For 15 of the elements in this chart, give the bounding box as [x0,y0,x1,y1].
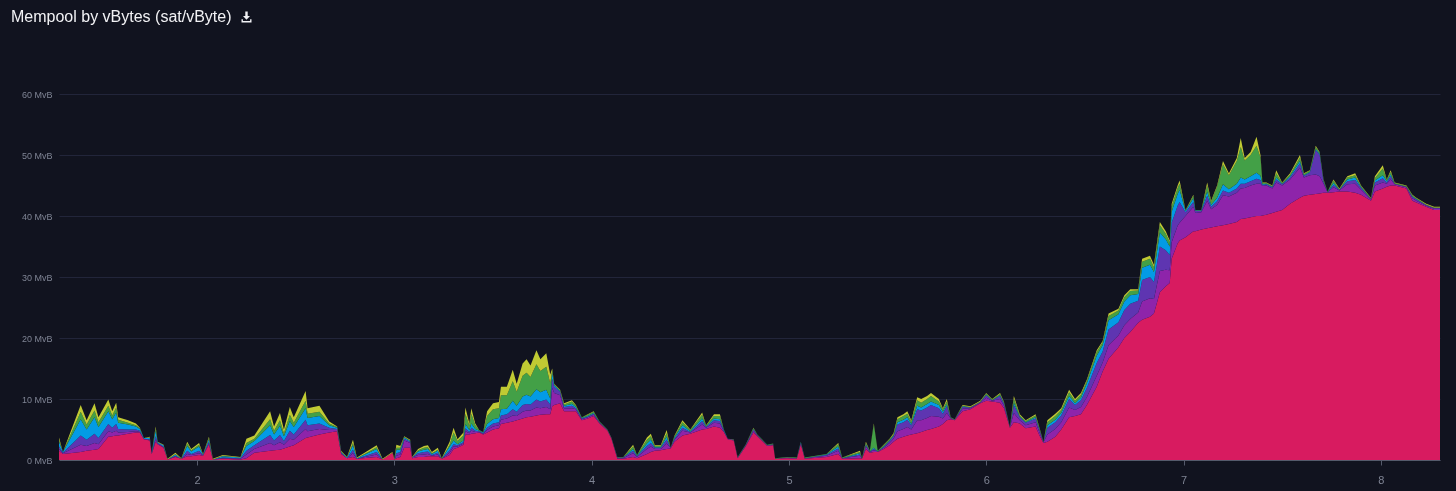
x-tick-label: 5 [786,473,793,486]
y-tick-label: 20 MvB [21,333,53,344]
y-tick-label: 60 MvB [21,89,53,100]
x-tick-label: 2 [194,473,201,486]
x-tick-label: 7 [1180,473,1188,486]
x-tick-label: 3 [391,473,398,486]
y-tick-label: 50 MvB [21,150,53,161]
y-tick-label: 10 MvB [21,394,53,405]
x-tick-label: 6 [983,473,990,486]
x-tick-label: 8 [1378,473,1385,486]
y-tick-label: 30 MvB [21,272,53,283]
y-tick-label: 0 MvB [26,455,53,466]
y-tick-label: 40 MvB [21,211,53,222]
x-tick-label: 4 [589,473,596,486]
chart-title: Mempool by vBytes (sat/vByte) [11,8,232,26]
